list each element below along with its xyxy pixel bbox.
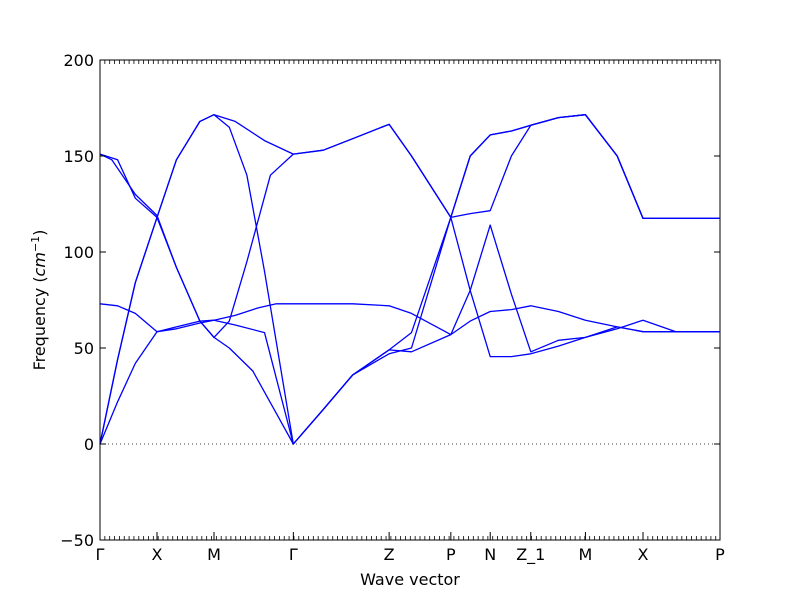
- y-tick-label: −50: [60, 531, 94, 550]
- x-tick-label: Z: [384, 545, 395, 564]
- y-axis-label-unit: cm: [30, 252, 49, 276]
- band-line-3: [99, 114, 720, 445]
- x-axis-label: Wave vector: [360, 570, 460, 589]
- band-line-1: [99, 303, 720, 336]
- x-tick-label: M: [579, 545, 593, 564]
- series-layer: [99, 114, 720, 445]
- y-axis-label-close: ): [30, 230, 49, 236]
- y-tick-label: 50: [74, 339, 94, 358]
- plot-frame: [99, 59, 721, 541]
- x-tick-label: P: [715, 545, 725, 564]
- x-tick-label: M: [207, 545, 221, 564]
- y-axis-label: Frequency (cm−1): [29, 230, 50, 371]
- x-tick-label: X: [638, 545, 649, 564]
- x-tick-label: Z_1: [516, 545, 545, 565]
- y-tick-label: 150: [63, 147, 94, 166]
- band-line-2: [99, 114, 720, 445]
- x-tick-label: Γ: [289, 545, 298, 564]
- y-tick-label: 100: [63, 243, 94, 262]
- x-tick-label: Γ: [96, 545, 105, 564]
- x-tick-label: P: [446, 545, 456, 564]
- band-line-4: [99, 114, 720, 445]
- band-line-6: [99, 153, 720, 445]
- x-tick-label: N: [484, 545, 496, 564]
- y-axis-label-text: Frequency (: [30, 276, 49, 370]
- x-tick-label: X: [152, 545, 163, 564]
- y-tick-label: 200: [63, 51, 94, 70]
- tick-layer: −50 0 50 100 150 200 Γ X M Γ Z P N Z_1 M X P: [60, 51, 725, 565]
- y-tick-label: 0: [84, 435, 94, 454]
- y-axis-label-exponent: −1: [29, 236, 42, 252]
